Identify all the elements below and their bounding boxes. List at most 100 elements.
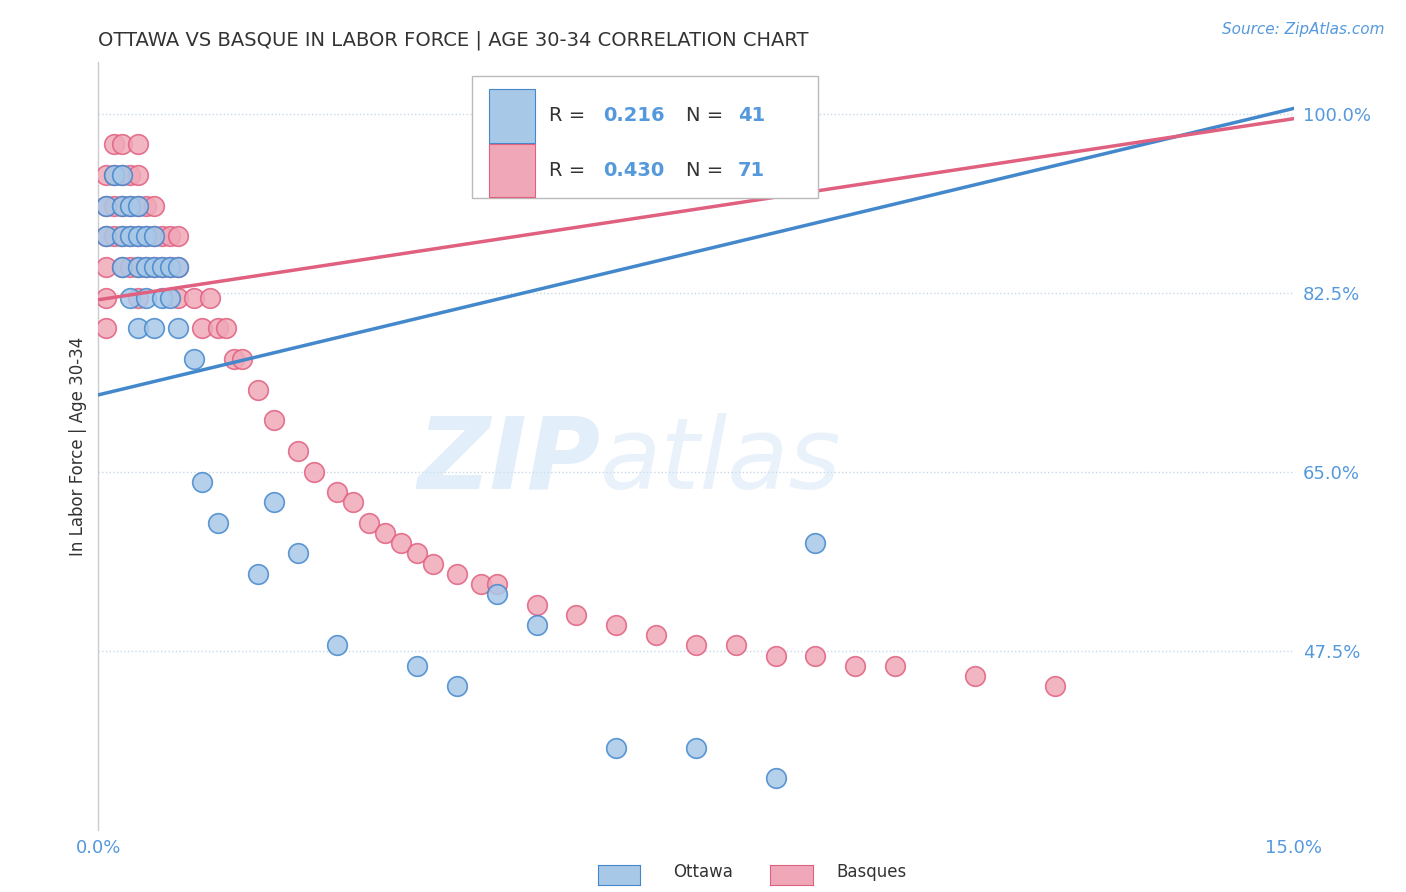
Point [111, 168, 134, 182]
Point [884, 659, 907, 673]
Point [127, 168, 149, 182]
Point [150, 260, 173, 274]
Point [804, 648, 827, 663]
Point [167, 260, 190, 274]
Text: R =: R = [548, 161, 592, 180]
Text: N =: N = [686, 106, 730, 126]
Point [120, 291, 142, 305]
FancyBboxPatch shape [489, 144, 534, 197]
Point [263, 495, 285, 509]
Point [135, 229, 157, 244]
Point [485, 577, 508, 591]
Point [183, 291, 205, 305]
Point [207, 321, 229, 335]
Point [103, 229, 125, 244]
Point [111, 229, 134, 244]
Text: ZIP: ZIP [418, 413, 600, 510]
Text: Basques: Basques [837, 863, 907, 881]
Point [167, 321, 190, 335]
Point [135, 291, 157, 305]
Point [111, 260, 134, 274]
Point [231, 352, 253, 367]
Point [96, 168, 118, 182]
Point [111, 199, 134, 213]
Text: 0.216: 0.216 [603, 106, 665, 126]
Point [963, 669, 986, 683]
Point [127, 229, 149, 244]
Point [103, 168, 125, 182]
Point [605, 740, 627, 755]
Point [167, 260, 190, 274]
Text: OTTAWA VS BASQUE IN LABOR FORCE | AGE 30-34 CORRELATION CHART: OTTAWA VS BASQUE IN LABOR FORCE | AGE 30… [98, 30, 808, 50]
Point [111, 260, 134, 274]
Point [765, 648, 787, 663]
Point [263, 413, 285, 427]
Point [96, 260, 118, 274]
Point [645, 628, 668, 642]
Point [389, 536, 412, 550]
Point [724, 639, 747, 653]
Point [127, 291, 149, 305]
Point [120, 199, 142, 213]
Point [685, 740, 707, 755]
Point [96, 291, 118, 305]
Point [565, 607, 588, 622]
FancyBboxPatch shape [472, 76, 818, 198]
Point [246, 566, 269, 581]
Point [422, 557, 444, 571]
Point [111, 137, 134, 152]
Text: Ottawa: Ottawa [673, 863, 733, 881]
Point [198, 291, 221, 305]
Point [191, 475, 214, 489]
Point [143, 229, 166, 244]
Point [844, 659, 866, 673]
Point [167, 291, 190, 305]
Point [120, 199, 142, 213]
Point [446, 566, 468, 581]
Point [685, 639, 707, 653]
Text: 71: 71 [738, 161, 765, 180]
Point [222, 352, 245, 367]
Point [135, 260, 157, 274]
Point [135, 260, 157, 274]
Point [215, 321, 238, 335]
Point [765, 772, 787, 786]
Point [120, 260, 142, 274]
Point [96, 199, 118, 213]
Point [183, 352, 205, 367]
Point [96, 229, 118, 244]
Point [159, 229, 181, 244]
Point [127, 199, 149, 213]
Text: 41: 41 [738, 106, 765, 126]
Point [359, 516, 381, 530]
Y-axis label: In Labor Force | Age 30-34: In Labor Force | Age 30-34 [69, 336, 87, 556]
Point [143, 260, 166, 274]
Text: Source: ZipAtlas.com: Source: ZipAtlas.com [1222, 22, 1385, 37]
Point [159, 291, 181, 305]
Point [287, 444, 309, 458]
Point [804, 536, 827, 550]
Point [127, 137, 149, 152]
Point [143, 199, 166, 213]
Point [120, 229, 142, 244]
Point [103, 199, 125, 213]
Point [111, 168, 134, 182]
Point [143, 229, 166, 244]
Point [96, 199, 118, 213]
Point [326, 639, 349, 653]
Point [127, 260, 149, 274]
Text: R =: R = [548, 106, 592, 126]
Point [135, 229, 157, 244]
Point [374, 525, 396, 540]
Point [150, 229, 173, 244]
Point [150, 291, 173, 305]
Text: atlas: atlas [600, 413, 842, 510]
Point [111, 199, 134, 213]
Point [143, 321, 166, 335]
Point [526, 618, 548, 632]
Point [1043, 679, 1066, 693]
Point [120, 229, 142, 244]
Point [342, 495, 364, 509]
Point [127, 229, 149, 244]
Point [246, 383, 269, 397]
